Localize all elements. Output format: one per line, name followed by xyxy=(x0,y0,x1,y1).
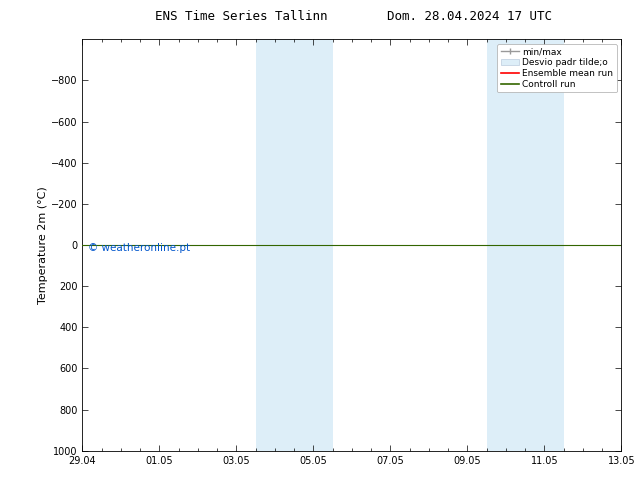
Text: Dom. 28.04.2024 17 UTC: Dom. 28.04.2024 17 UTC xyxy=(387,10,552,23)
Y-axis label: Temperature 2m (°C): Temperature 2m (°C) xyxy=(38,186,48,304)
Bar xyxy=(525,39,564,451)
Text: © weatheronline.pt: © weatheronline.pt xyxy=(87,243,190,253)
Bar xyxy=(294,39,333,451)
Legend: min/max, Desvio padr tilde;o, Ensemble mean run, Controll run: min/max, Desvio padr tilde;o, Ensemble m… xyxy=(497,44,617,92)
Text: ENS Time Series Tallinn: ENS Time Series Tallinn xyxy=(155,10,327,23)
Bar xyxy=(487,39,525,451)
Bar xyxy=(256,39,294,451)
